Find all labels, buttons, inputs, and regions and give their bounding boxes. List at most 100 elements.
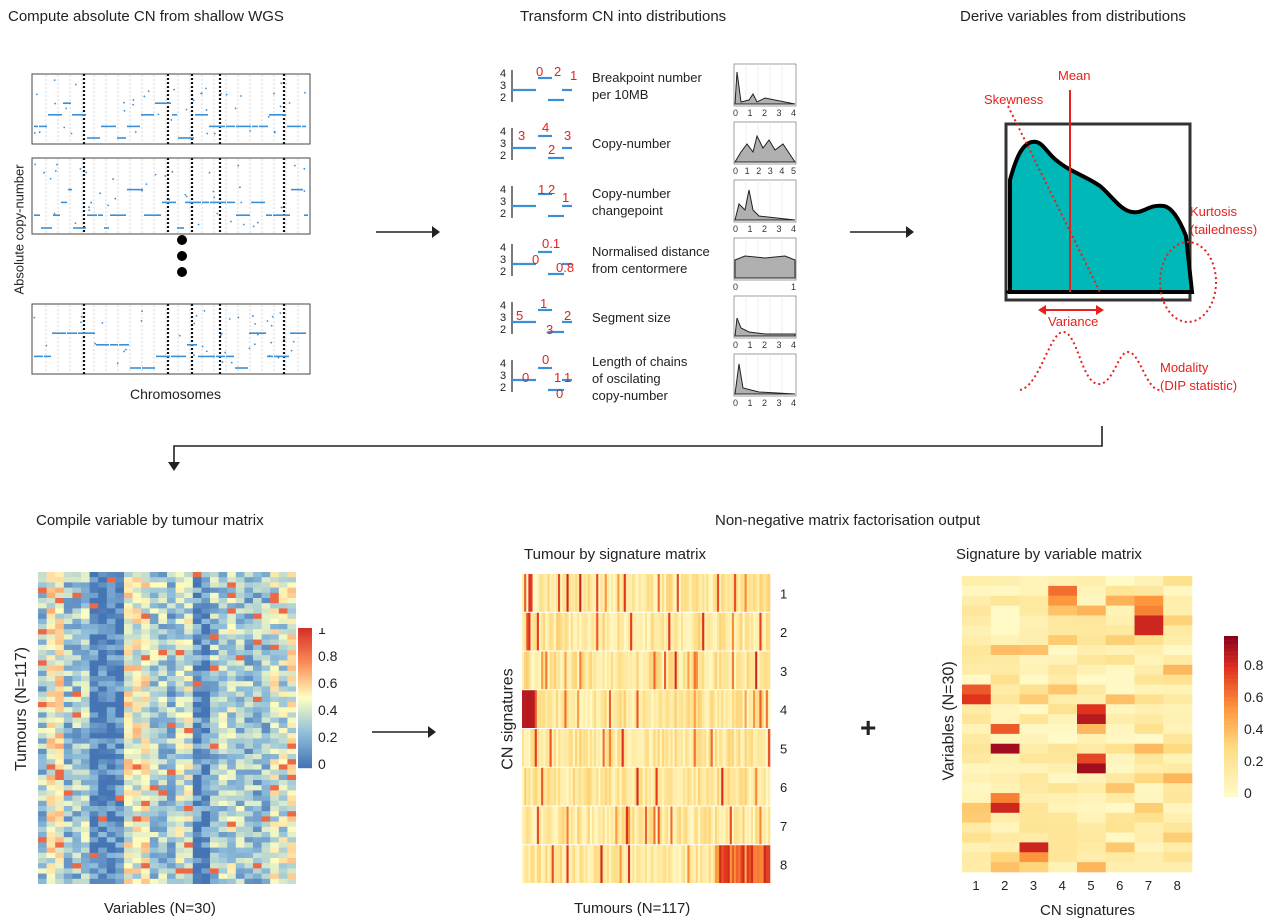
cn-point <box>253 343 256 346</box>
heatmap-cell <box>210 852 219 859</box>
heatmap-cell <box>124 795 133 802</box>
heatmap-cell <box>55 728 65 734</box>
heatmap-cell <box>562 574 565 612</box>
heatmap-cell <box>708 651 711 690</box>
heatmap-cell <box>621 574 625 612</box>
heatmap-cell <box>106 644 116 651</box>
heatmap-cell <box>270 743 280 750</box>
feature-number: 2 <box>548 142 555 157</box>
heatmap-cell <box>98 670 108 677</box>
heatmap-cell <box>763 806 767 845</box>
heatmap-cell <box>611 767 614 806</box>
heatmap-cell <box>63 598 73 604</box>
step1-ylabel: Absolute copy-number <box>11 164 27 295</box>
heatmap-cell <box>270 790 280 796</box>
heatmap-cell <box>670 806 673 845</box>
heatmap-cell <box>627 651 631 690</box>
heatmap-cell <box>962 733 992 745</box>
heatmap-cell <box>666 729 669 767</box>
feature-xtick: 1 <box>791 282 796 292</box>
heatmap-cell <box>619 767 622 806</box>
heatmap-cell <box>278 816 288 822</box>
heatmap-cell <box>253 790 262 796</box>
colorbar-step <box>298 630 312 633</box>
heatmap-cell <box>613 845 616 883</box>
heatmap-cell <box>167 655 176 661</box>
heatmap-cell <box>72 847 82 854</box>
heatmap-cell <box>158 592 168 599</box>
colorbar-step <box>1224 744 1238 747</box>
heatmap-cell <box>723 845 726 883</box>
heatmap-cell <box>253 738 262 744</box>
heatmap-cell <box>141 655 151 661</box>
heatmap-cell <box>1077 694 1107 705</box>
heatmap-cell <box>98 618 108 625</box>
heatmap-cell <box>235 832 245 838</box>
cn-point <box>220 92 222 95</box>
heatmap-cell <box>278 722 288 729</box>
heatmap-cell <box>201 665 211 672</box>
heatmap-cell <box>261 608 271 614</box>
heatmap-cell <box>158 624 168 630</box>
heatmap-cell <box>704 729 707 767</box>
heatmap-cell <box>579 767 582 806</box>
heatmap-cell <box>278 754 288 760</box>
heatmap-cell <box>278 878 288 884</box>
heatmap-cell <box>587 574 591 612</box>
cn-point <box>268 354 271 357</box>
heatmap-cell <box>63 785 73 791</box>
heatmap-cell <box>685 651 688 690</box>
heatmap-cell <box>589 651 593 690</box>
heatmap-cell <box>1048 783 1078 794</box>
heatmap-cell <box>604 729 608 767</box>
heatmap-cell <box>184 722 194 729</box>
heatmap-cell <box>680 574 684 612</box>
heatmap-cell <box>522 729 525 767</box>
heatmap-cell <box>46 592 56 599</box>
heatmap-cell <box>287 769 296 776</box>
heatmap-cell <box>192 702 202 708</box>
heatmap-cell <box>1134 822 1164 833</box>
heatmap-cell <box>141 613 151 620</box>
heatmap-cell <box>38 722 47 729</box>
heatmap-cell <box>717 767 720 806</box>
heatmap-cell <box>630 651 633 690</box>
heatmap-cell <box>678 767 682 806</box>
heatmap-cell <box>218 738 228 744</box>
heatmap-cell <box>201 624 211 630</box>
feature-xtick: 3 <box>777 340 782 350</box>
heatmap-cell <box>184 587 194 594</box>
heatmap-cell <box>683 845 686 883</box>
heatmap-cell <box>708 806 711 845</box>
heatmap-cell <box>132 733 142 739</box>
heatmap-cell <box>175 587 185 594</box>
heatmap-cell <box>46 769 56 776</box>
heatmap-cell <box>695 651 699 690</box>
heatmap-cell <box>570 574 574 612</box>
heatmap-cell <box>38 592 47 599</box>
heatmap-cell <box>962 812 992 823</box>
heatmap-cell <box>666 767 669 806</box>
heatmap-cell <box>124 577 133 583</box>
heatmap-cell <box>55 748 65 755</box>
heatmap-cell <box>184 826 194 833</box>
cn-point <box>266 320 269 322</box>
heatmap-cell <box>210 795 219 802</box>
colorbar-step <box>298 650 312 653</box>
heatmap-cell <box>55 722 65 729</box>
heatmap-cell <box>124 842 133 848</box>
heatmap-cell <box>227 691 237 698</box>
heatmap-cell <box>38 618 47 625</box>
heatmap-cell <box>244 821 254 828</box>
heatmap-cell <box>55 624 65 630</box>
heatmap-cell <box>149 681 159 687</box>
heatmap-cell <box>227 832 237 838</box>
heatmap-cell <box>710 651 714 690</box>
heatmap-cell <box>710 612 714 651</box>
heatmap-cell <box>600 767 603 806</box>
heatmap-cell <box>218 608 228 614</box>
heatmap-cell <box>270 582 280 588</box>
heatmap-cell <box>38 639 47 646</box>
heatmap-cell <box>287 858 296 864</box>
heatmap-cell <box>625 767 629 806</box>
